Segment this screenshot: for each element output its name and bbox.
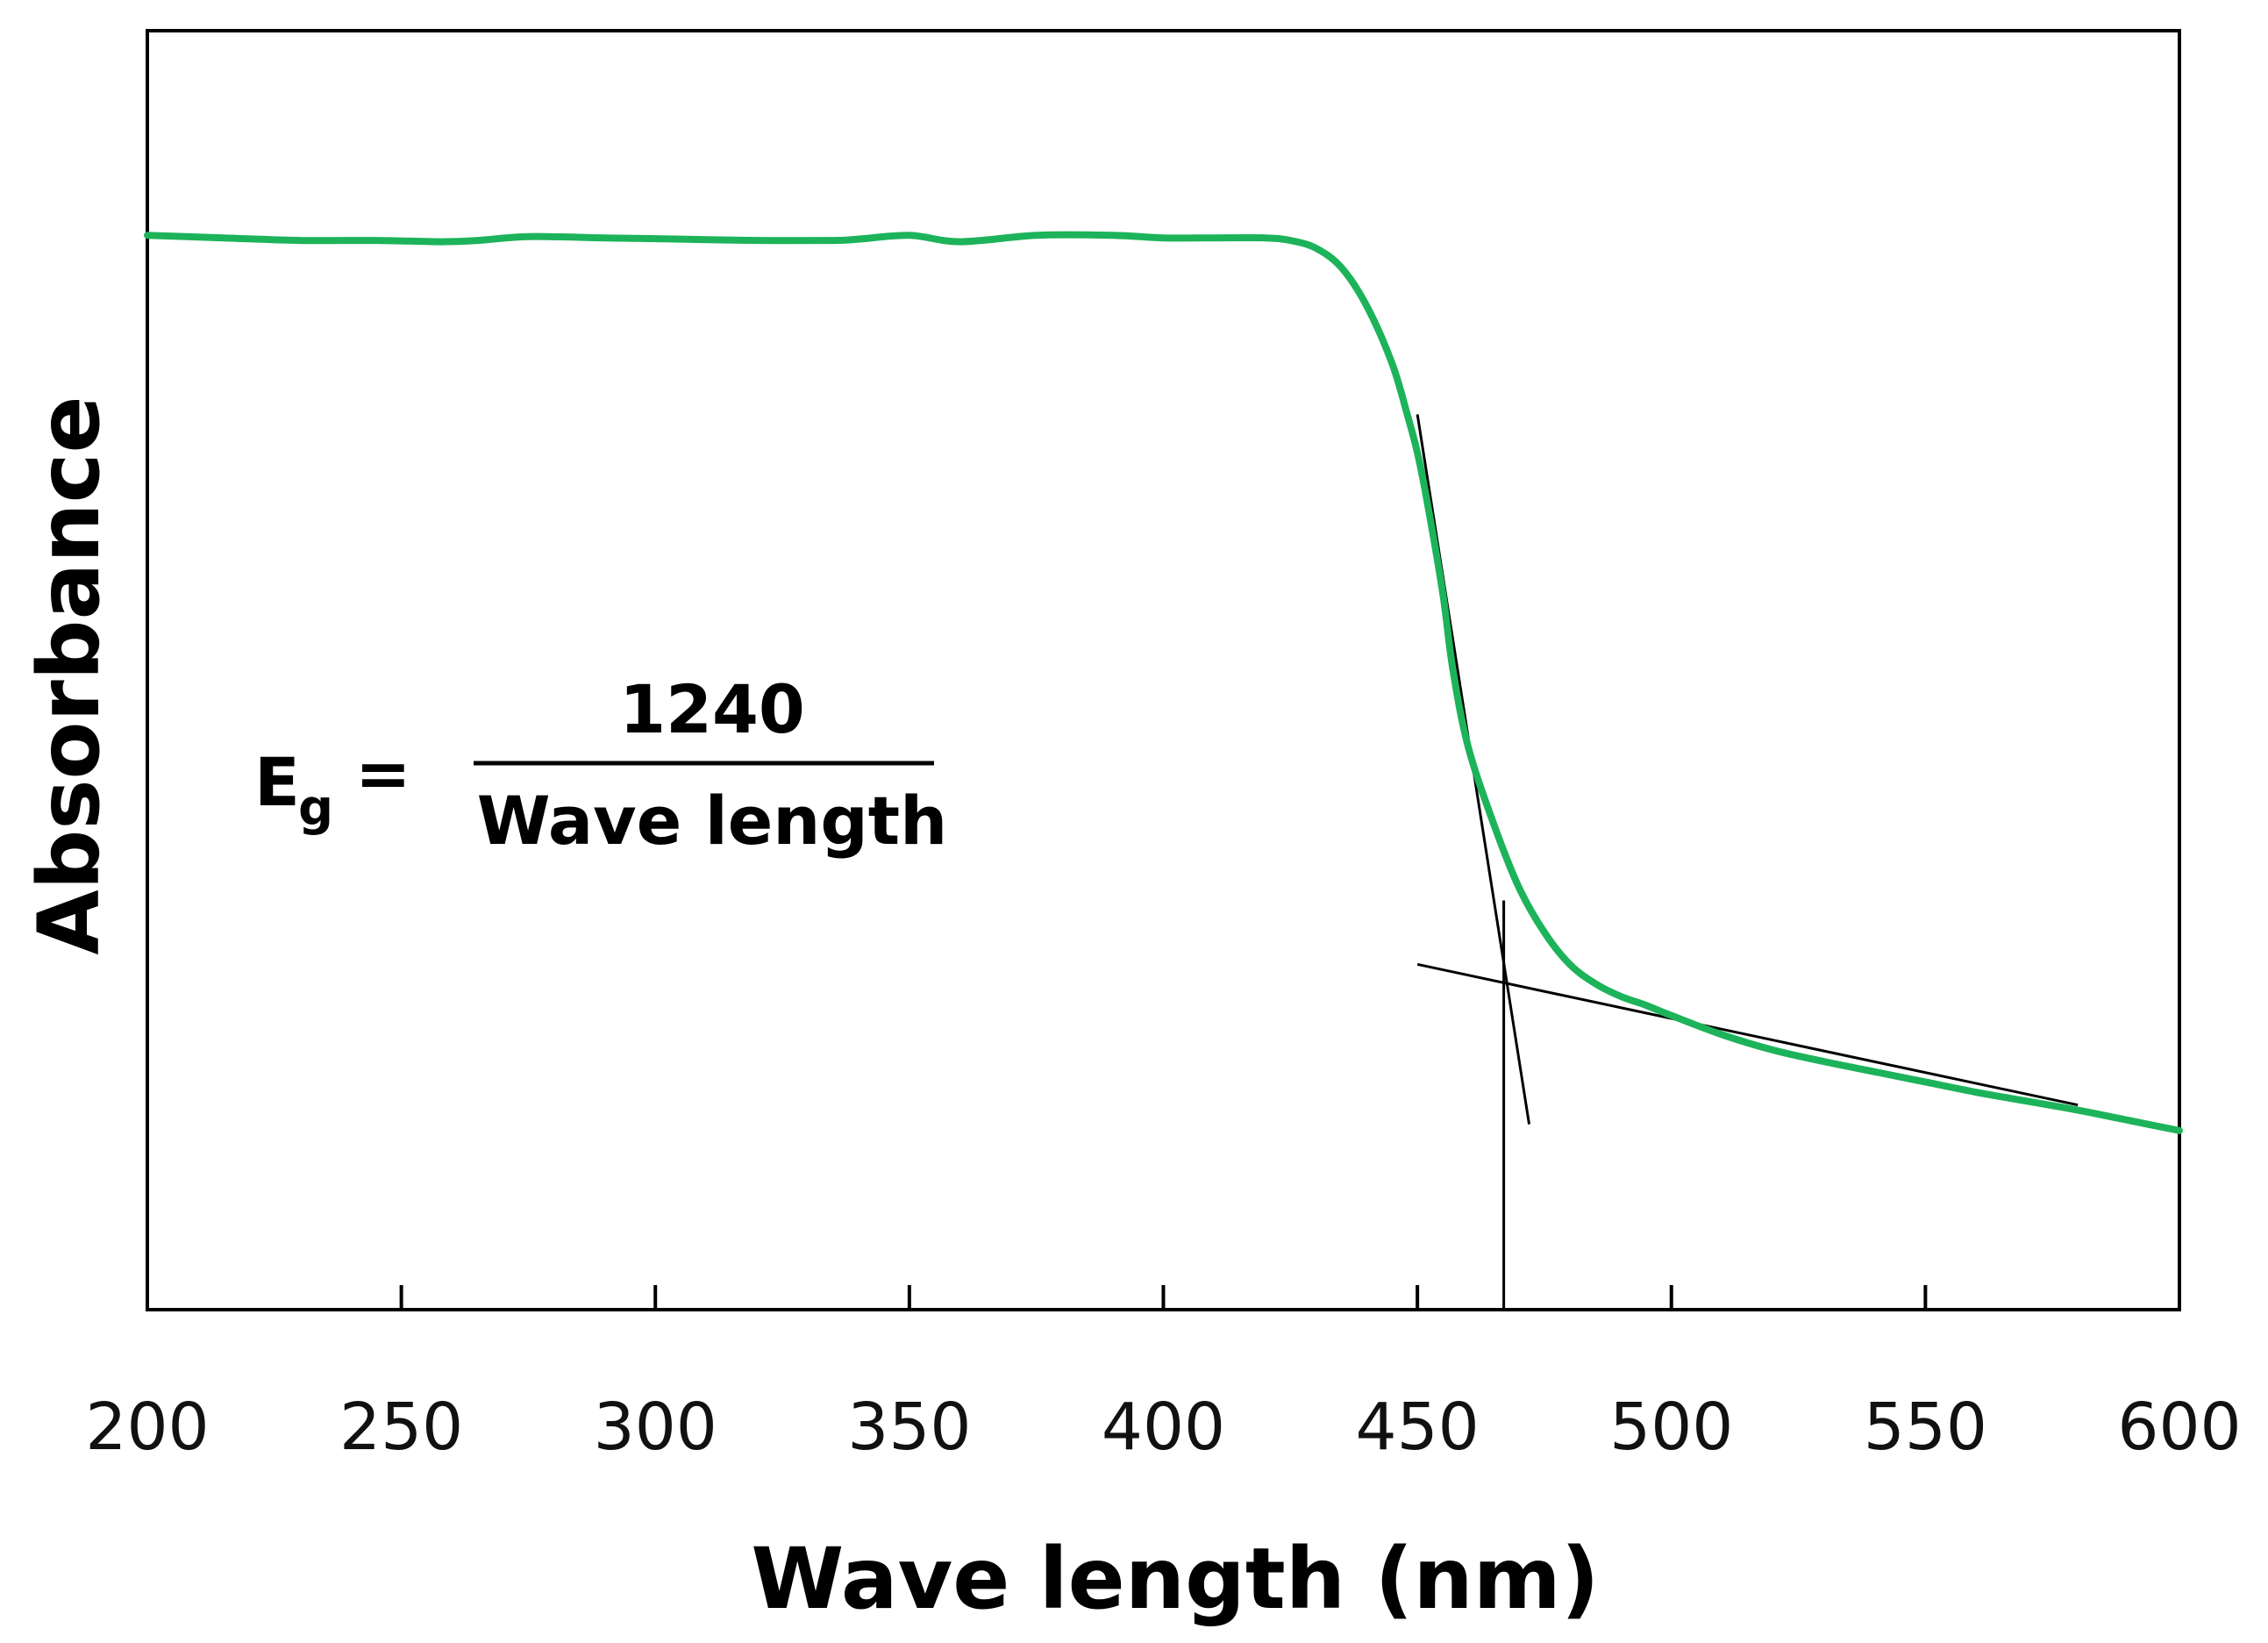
plot-border: [146, 29, 2181, 1311]
x-axis-ticks: [399, 1285, 1928, 1310]
series-layer: [144, 231, 2183, 1134]
x-tick-label-400: 400: [1102, 1389, 1225, 1465]
tangent-lines: [1416, 414, 2079, 1310]
baseline-tangent: [1416, 962, 2079, 1107]
x-tick-label-550: 550: [1864, 1389, 1987, 1465]
equation-equals-sign: =: [355, 734, 411, 812]
x-tick-label-500: 500: [1609, 1389, 1733, 1465]
equation-lhs-e: E: [254, 743, 300, 821]
equation-denominator: Wave length: [477, 782, 948, 860]
x-axis-tick-labels: 200 250 300 350 400 450 500 550 600: [85, 1389, 2241, 1465]
y-axis-title: Absorbance: [20, 396, 118, 954]
x-tick-label-300: 300: [594, 1389, 717, 1465]
series-line-0: [144, 231, 2183, 1134]
x-tick-label-200: 200: [85, 1389, 209, 1465]
equation-numerator: 1240: [619, 670, 805, 748]
x-tick-label-450: 450: [1356, 1389, 1480, 1465]
x-tick-label-600: 600: [2117, 1389, 2241, 1465]
equation-lhs-subscript: g: [298, 780, 333, 837]
x-tick-label-250: 250: [339, 1389, 463, 1465]
x-tick-label-350: 350: [847, 1389, 971, 1465]
x-axis-title: Wave length (nm): [751, 1530, 1599, 1628]
plot-frame: [146, 29, 2181, 1311]
bandgap-equation: E g = 1240 Wave length: [254, 670, 947, 860]
